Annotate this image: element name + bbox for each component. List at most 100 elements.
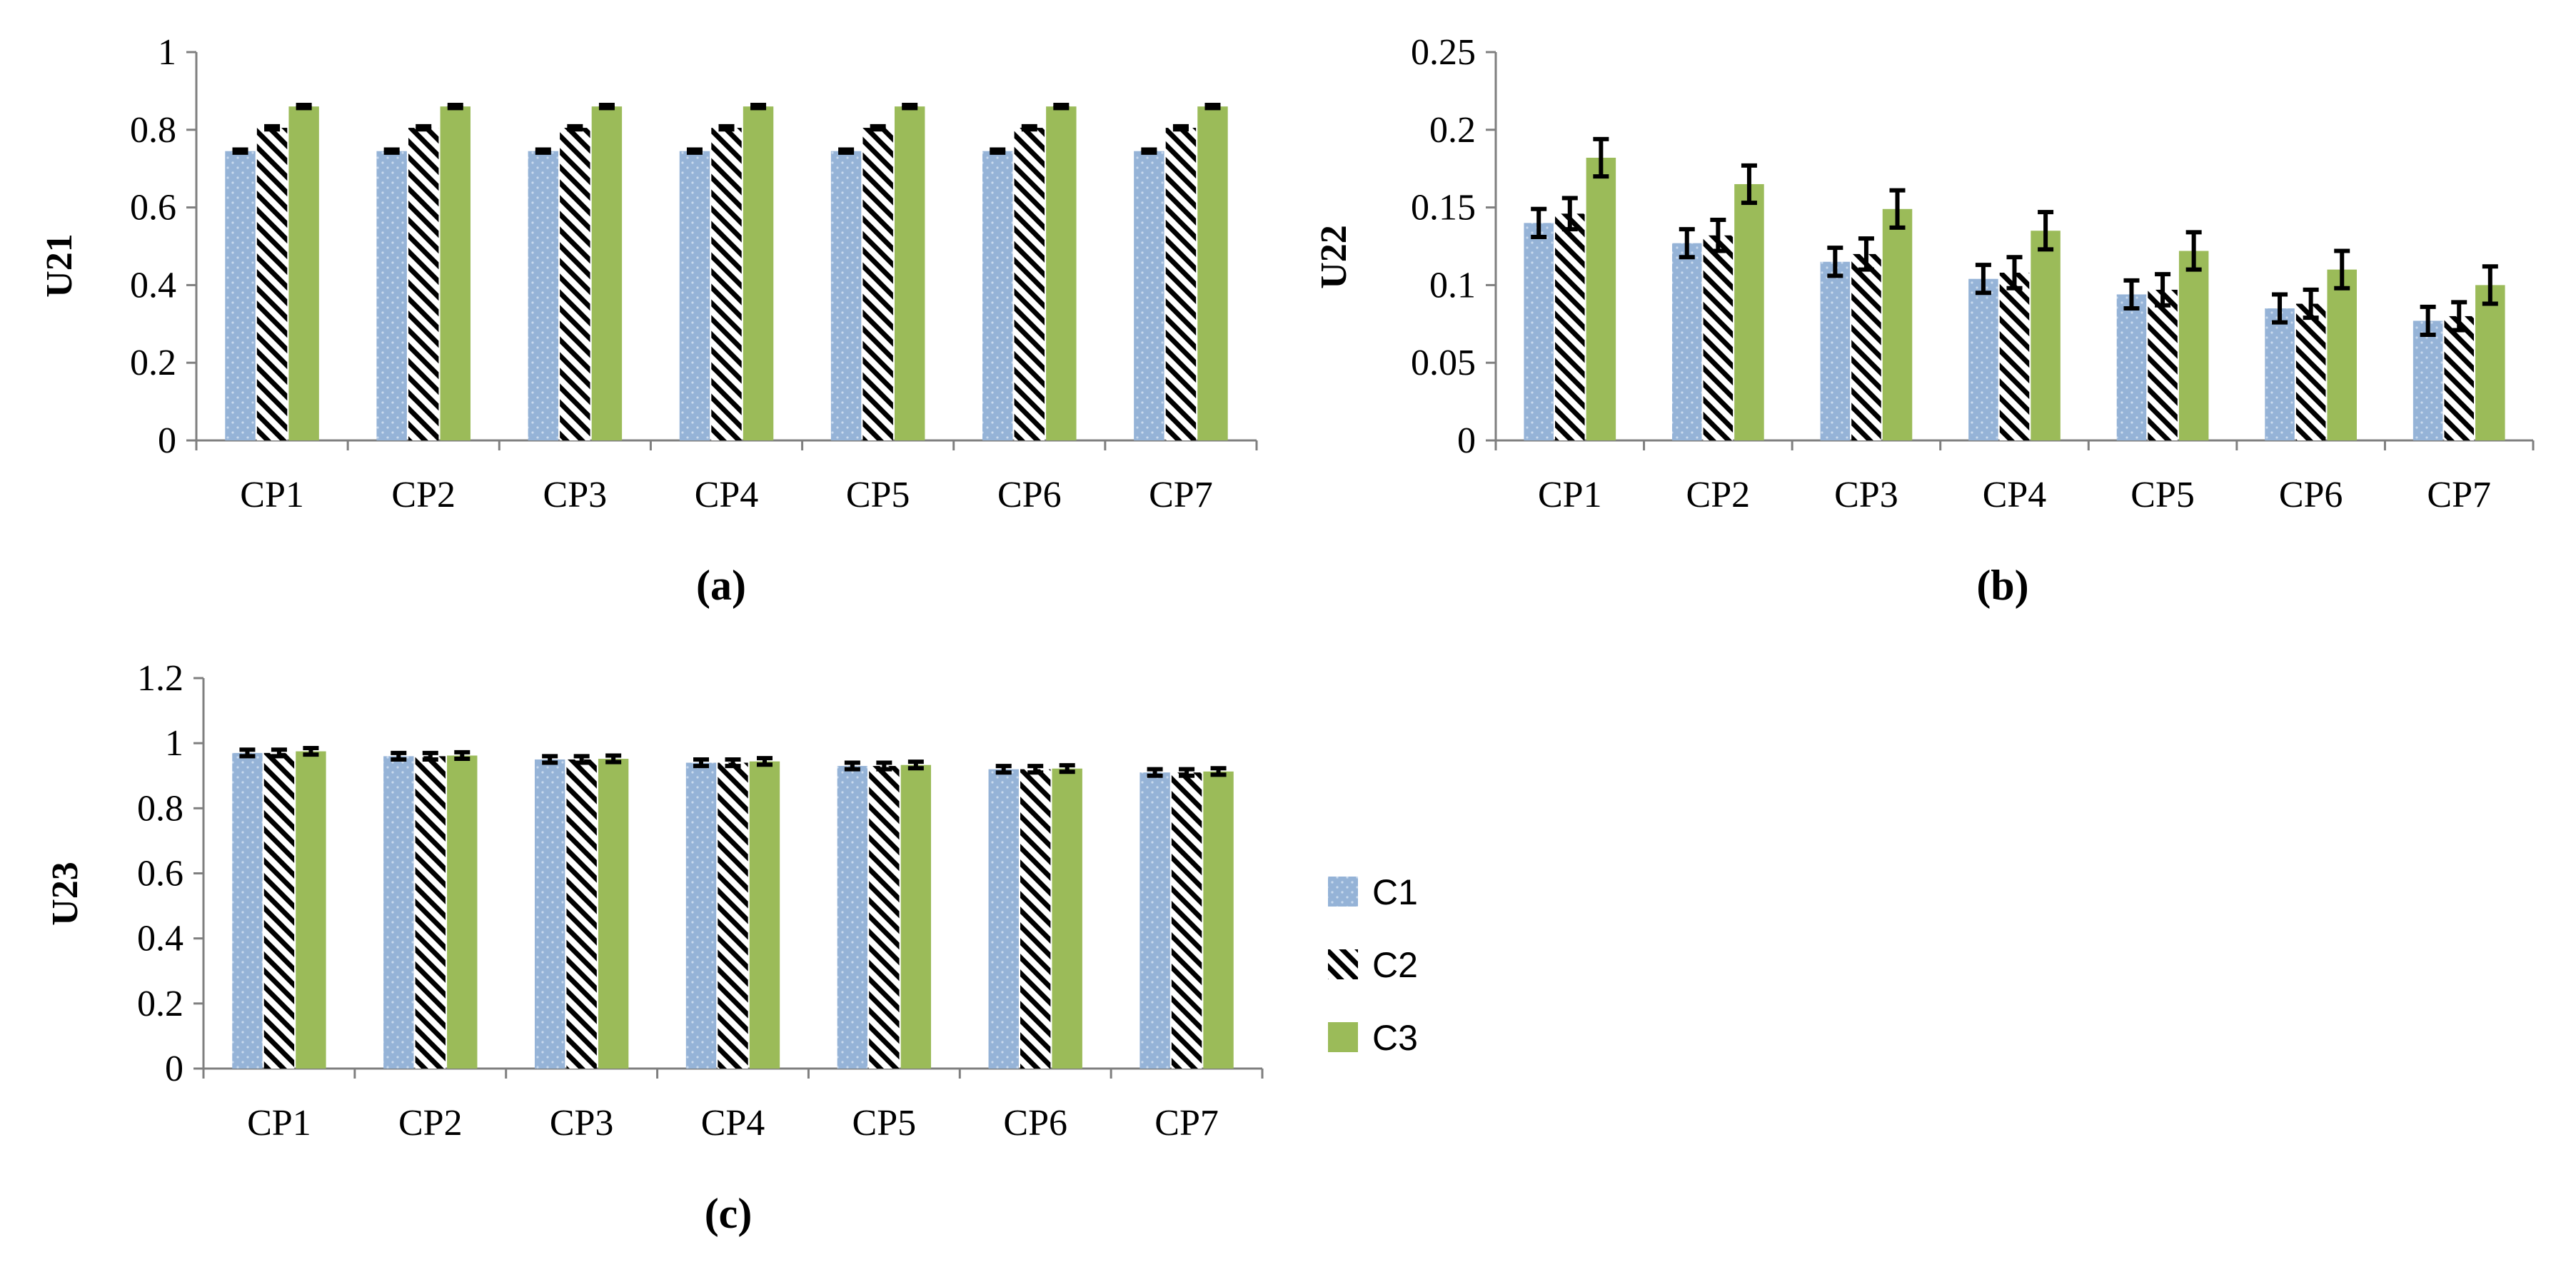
error-bar-c3-cp3 [605, 753, 622, 764]
y-tick-label: 1 [165, 723, 183, 764]
error-bar-c2-cp1 [264, 123, 281, 132]
x-tick-label: CP5 [852, 1103, 917, 1144]
chart-b-tick-labels: 0 0.05 0.1 0.15 0.2 0.25 CP1 CP2 CP3 CP4 CP5 CP6 CP7 [1411, 32, 2491, 515]
bar-c3-cp3 [1882, 208, 1913, 440]
error-bar-c1-cp4 [686, 147, 703, 155]
bar-c1-cp7 [1139, 772, 1170, 1069]
x-tick-label: CP4 [1983, 475, 2047, 515]
error-bar-c1-cp2 [391, 750, 407, 762]
error-bar-c2-cp4 [2006, 255, 2023, 291]
x-tick-label: CP6 [997, 475, 1062, 515]
error-bar-c1-cp7 [1141, 147, 1157, 155]
bar-c1-cp1 [225, 151, 256, 440]
error-bar-c2-cp4 [725, 757, 741, 769]
error-bar-c1-cp4 [1975, 263, 1991, 296]
error-bar-c2-cp6 [2303, 287, 2319, 320]
bar-c1-cp6 [988, 769, 1019, 1069]
bar-c1-cp7 [2413, 320, 2443, 440]
error-bar-c1-cp6 [2272, 292, 2288, 325]
chart-c: 0 0.2 0.4 0.6 0.8 1 1.2 CP1 CP2 CP3 CP4 CP5 CP6 CP7 U… [45, 658, 1264, 1237]
chart-b: 0 0.05 0.1 0.15 0.2 0.25 CP1 CP2 CP3 CP4 CP5 CP6 CP7… [1314, 32, 2535, 609]
bar-c3-cp1 [288, 106, 319, 440]
chart-a-caption: (a) [696, 562, 746, 609]
chart-c-caption: (c) [705, 1190, 753, 1237]
error-bar-c3-cp6 [1053, 102, 1070, 111]
x-tick-label: CP1 [247, 1103, 311, 1144]
error-bar-c3-cp1 [1593, 136, 1609, 179]
bar-c2-cp1 [263, 752, 295, 1069]
bar-c3-cp2 [440, 106, 471, 440]
y-tick-label: 0.2 [137, 984, 183, 1024]
bar-c3-cp3 [598, 759, 629, 1069]
error-bar-c2-cp3 [1858, 236, 1874, 272]
error-bar-c3-cp2 [447, 102, 463, 111]
error-bar-c1-cp3 [542, 754, 558, 765]
bar-c2-cp2 [408, 128, 439, 440]
error-bar-c1-cp3 [535, 147, 551, 155]
bar-c2-cp5 [869, 766, 900, 1069]
error-bar-c2-cp3 [573, 754, 590, 765]
error-bar-c1-cp2 [1679, 227, 1695, 260]
bar-c3-cp7 [1197, 106, 1228, 440]
bar-c3-cp4 [749, 761, 780, 1069]
bar-c2-cp3 [1851, 253, 1881, 440]
error-bar-c2-cp6 [1027, 764, 1044, 775]
y-tick-label: 0.2 [1429, 110, 1476, 151]
y-tick-label: 0 [165, 1049, 183, 1089]
chart-a-error-bars [232, 102, 1221, 155]
x-tick-label: CP1 [1538, 475, 1602, 515]
error-bar-c2-cp4 [718, 123, 735, 132]
error-bar-c2-cp7 [1172, 123, 1189, 132]
x-tick-label: CP4 [695, 475, 759, 515]
bar-c1-cp3 [528, 151, 559, 440]
bar-c1-cp3 [1820, 261, 1851, 440]
bar-c2-cp4 [718, 762, 748, 1069]
error-bar-c3-cp4 [756, 756, 773, 767]
error-bar-c3-cp4 [2038, 210, 2054, 252]
bar-c1-cp1 [232, 752, 263, 1069]
bar-c3-cp5 [2178, 251, 2209, 440]
bar-c2-cp2 [1703, 235, 1734, 440]
x-tick-label: CP2 [398, 1103, 463, 1144]
bar-c3-cp3 [591, 106, 623, 440]
chart-a-tick-labels: 0 0.2 0.4 0.6 0.8 1 CP1 CP2 CP3 CP4 CP5 CP6 CP7 [130, 32, 1213, 515]
bar-c2-cp6 [1014, 128, 1045, 440]
x-tick-label: CP7 [1154, 1103, 1219, 1144]
error-bar-c1-cp1 [239, 747, 256, 759]
bar-c3-cp6 [1052, 768, 1082, 1069]
error-bar-c1-cp6 [990, 147, 1006, 155]
chart-c-tick-labels: 0 0.2 0.4 0.6 0.8 1 1.2 CP1 CP2 CP3 CP4 CP5 CP6 CP7 [137, 658, 1219, 1144]
bar-c2-cp5 [862, 128, 893, 440]
y-tick-label: 1 [158, 32, 176, 73]
bar-c2-cp6 [1020, 769, 1051, 1069]
x-tick-label: CP2 [391, 475, 456, 515]
bar-c1-cp5 [2116, 294, 2147, 440]
bar-c1-cp2 [383, 756, 414, 1069]
error-bar-c3-cp2 [454, 749, 471, 762]
chart-a-y-axis-label: U21 [39, 233, 80, 298]
legend: C1 C2 C3 [1328, 872, 1418, 1058]
bar-c3-cp2 [1734, 183, 1764, 440]
x-tick-label: CP5 [2130, 475, 2195, 515]
error-bar-c2-cp1 [271, 747, 287, 759]
y-tick-label: 1.2 [137, 658, 183, 699]
y-tick-label: 0.6 [130, 188, 176, 228]
x-tick-label: CP2 [1686, 475, 1751, 515]
y-tick-label: 0.8 [130, 110, 176, 151]
legend-swatch-c3 [1328, 1022, 1358, 1052]
x-tick-label: CP7 [1149, 475, 1213, 515]
bar-c2-cp5 [2148, 289, 2178, 440]
legend-swatch-c2 [1328, 949, 1358, 979]
error-bar-c3-cp6 [1059, 763, 1075, 774]
bar-c1-cp2 [376, 151, 407, 440]
error-bar-c3-cp1 [296, 102, 312, 111]
error-bar-c1-cp7 [2420, 304, 2436, 338]
bar-c3-cp6 [2327, 269, 2357, 440]
error-bar-c3-cp5 [907, 759, 924, 771]
error-bar-c2-cp2 [1710, 218, 1726, 253]
bar-c2-cp4 [1999, 272, 2030, 440]
bar-c2-cp7 [2444, 316, 2474, 440]
y-tick-label: 0.05 [1411, 343, 1476, 383]
